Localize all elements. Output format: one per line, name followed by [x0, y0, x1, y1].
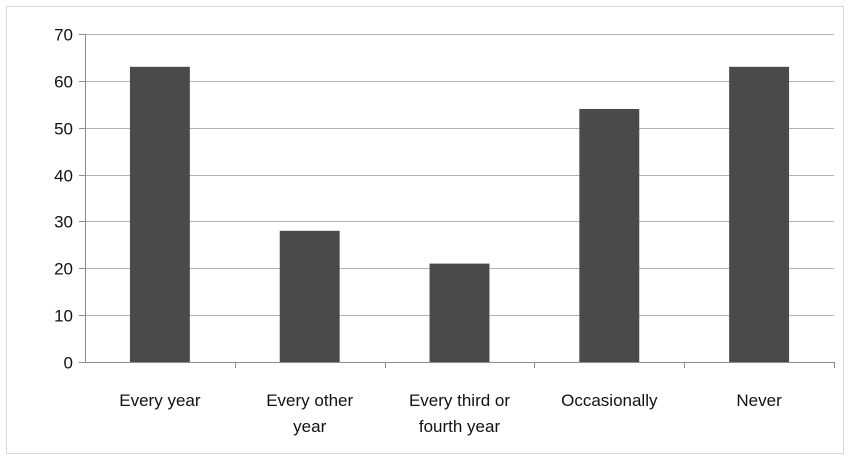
y-tick-label: 40 — [54, 167, 73, 186]
bar — [429, 263, 490, 362]
bar — [129, 66, 190, 363]
y-tick-label: 50 — [54, 120, 73, 139]
y-tick-label: 0 — [64, 354, 73, 373]
x-category-label-line: Occasionally — [561, 391, 658, 410]
axes — [79, 34, 835, 368]
y-tick-label: 70 — [54, 26, 73, 45]
bar — [729, 66, 790, 363]
y-tick-label: 60 — [54, 73, 73, 92]
x-category-label: Never — [736, 391, 782, 410]
bar — [579, 108, 640, 362]
x-category-label-line: Every other — [266, 391, 353, 410]
gridlines — [85, 34, 834, 316]
x-category-label-line: fourth year — [419, 417, 501, 436]
bar — [279, 230, 340, 362]
x-category-label-line: Every year — [119, 391, 201, 410]
x-category-label: Every third or fourth year — [409, 391, 510, 436]
x-category-label-line: year — [293, 417, 326, 436]
x-category-label-line: Never — [736, 391, 782, 410]
x-category-label: Every other year — [266, 391, 353, 436]
x-category-label-line: Every third or — [409, 391, 510, 410]
y-tick-label: 20 — [54, 260, 73, 279]
x-category-label: Occasionally — [561, 391, 658, 410]
x-category-label: Every year — [119, 391, 201, 410]
labels: 0 10 20 30 40 50 60 70 Every year Every other year… — [54, 26, 782, 437]
y-tick-label: 10 — [54, 307, 73, 326]
y-tick-label: 30 — [54, 213, 73, 232]
bars — [129, 66, 790, 363]
